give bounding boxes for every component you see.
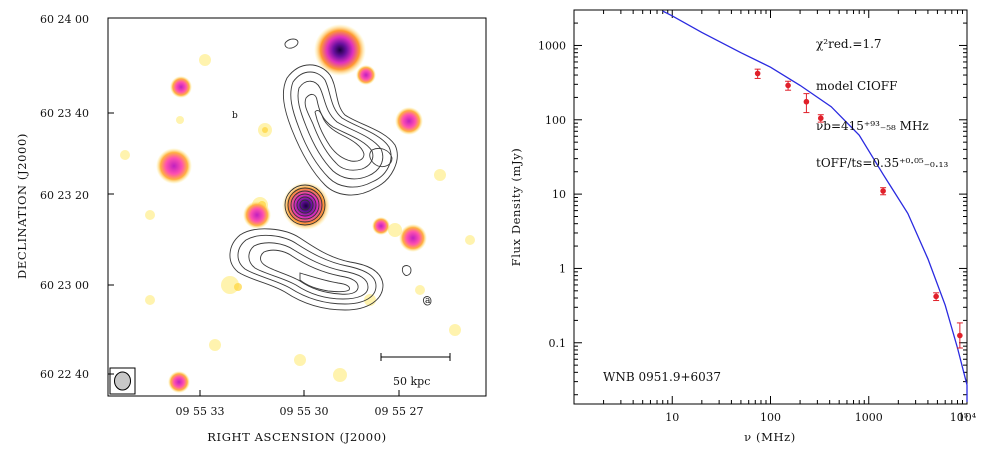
source <box>356 65 376 85</box>
x-tick-label: 10⁴ <box>958 411 977 424</box>
model-curve <box>662 10 968 402</box>
scale-bar-label: 50 kpc <box>393 375 430 388</box>
north-lobe-contours <box>282 38 398 196</box>
data-point <box>933 293 939 300</box>
svg-text:60 23 40: 60 23 40 <box>40 107 89 120</box>
left-x-ticks: 09 55 33 09 55 30 09 55 27 <box>176 405 424 418</box>
component-label-b: b <box>232 111 238 121</box>
core-source <box>282 182 330 230</box>
y-tick-label: 10 <box>552 188 566 201</box>
svg-text:09 55 33: 09 55 33 <box>176 405 225 418</box>
source <box>243 201 271 229</box>
data-points <box>754 68 963 349</box>
y-tick-labels: 1000 100 10 1 0.1 <box>538 39 566 349</box>
model-curve-line <box>662 10 968 402</box>
bright-source <box>314 24 366 76</box>
annotation-source: WNB 0951.9+6037 <box>603 370 721 384</box>
chart-x-axis-title: ν (MHz) <box>744 430 796 444</box>
left-x-axis-title: RIGHT ASCENSION (J2000) <box>207 430 386 444</box>
x-tick-label: 1000 <box>855 411 883 424</box>
x-tick-label: 10⁵ <box>950 411 968 424</box>
x-tick-label: 100 <box>760 411 781 424</box>
annotation-chi: χ²red.=1.7 <box>816 37 882 51</box>
svg-text:60 23 20: 60 23 20 <box>40 189 89 202</box>
beam-ellipse <box>114 371 131 391</box>
annotation-model: model CIOFF <box>816 79 897 93</box>
svg-text:09 55 30: 09 55 30 <box>280 405 329 418</box>
y-tick-label: 100 <box>545 114 566 127</box>
core-contours <box>284 184 326 226</box>
left-y-ticks: 60 24 00 60 23 40 60 23 20 60 23 00 60 2… <box>40 13 89 381</box>
source <box>395 107 423 135</box>
svg-text:60 22 40: 60 22 40 <box>40 368 89 381</box>
source <box>372 217 390 235</box>
south-lobe-contours <box>229 228 432 311</box>
plot-frame <box>573 9 968 405</box>
y-tick-label: 0.1 <box>549 337 567 350</box>
data-point <box>817 115 824 122</box>
data-point <box>880 188 886 194</box>
scale-bar <box>380 353 451 361</box>
svg-text:60 23 00: 60 23 00 <box>40 279 89 292</box>
chart-y-axis-title: Flux Density (mJy) <box>509 148 523 267</box>
data-point <box>785 82 791 89</box>
annotation-break-frequency: νb=415⁺⁹³₋₅₈ MHz <box>816 119 929 133</box>
component-label-a: a <box>425 296 431 306</box>
axis-ticks <box>573 9 968 404</box>
y-tick-label: 1000 <box>538 39 566 52</box>
data-point <box>803 98 810 105</box>
radio-image-panel: b a 50 kpc 60 24 00 60 23 40 60 23 20 60… <box>15 13 487 444</box>
source <box>168 371 190 393</box>
annotation-toff: tOFF/ts=0.35⁺⁰·⁰⁵₋₀.₁₃ <box>816 156 948 170</box>
left-y-axis-title: DECLINATION (J2000) <box>15 133 29 279</box>
y-tick-label: 1 <box>559 262 566 275</box>
source <box>399 224 427 252</box>
source <box>170 76 192 98</box>
source <box>156 148 192 184</box>
data-point <box>754 70 761 77</box>
svg-text:60 24 00: 60 24 00 <box>40 13 89 26</box>
data-point <box>957 332 963 339</box>
x-tick-label: 10 <box>665 411 679 424</box>
svg-text:09 55 27: 09 55 27 <box>375 405 424 418</box>
